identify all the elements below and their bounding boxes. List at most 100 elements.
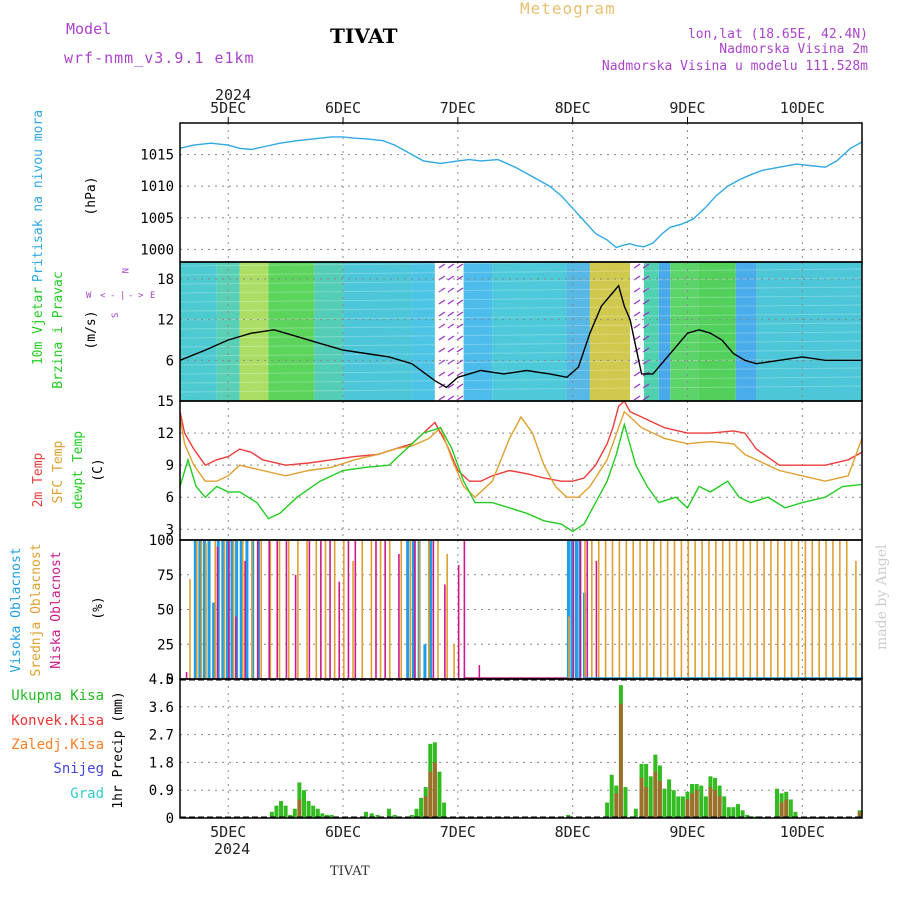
cloud_low-bar [478, 665, 481, 679]
cloud_high-bar [411, 540, 415, 679]
precip_conv-bar [618, 703, 623, 818]
y-tick-label: 50 [157, 603, 174, 619]
y-tick-label: 1005 [140, 211, 174, 227]
cloud_low-bar [235, 616, 237, 679]
cloud_mid-bar [790, 540, 793, 679]
cloud_mid-bar [777, 540, 779, 679]
compass-n: N [119, 268, 129, 273]
compass-arrow-left: < [100, 291, 106, 301]
precip_conv-bar [423, 796, 428, 818]
cloud_high-bar [570, 540, 574, 679]
panel-frame-3 [179, 539, 863, 680]
x-tick-bottom: 8DEC [555, 823, 591, 841]
precip_total-bar [703, 796, 708, 818]
grid-layer [180, 123, 862, 819]
wind-barb [642, 263, 650, 269]
cloud_mid-bar [324, 540, 327, 679]
x-tick-top: 7DEC [440, 99, 476, 117]
dewpt-ylabel: dewpt Temp [71, 431, 86, 509]
cloud_mid-bar [269, 540, 272, 679]
compass-w: W [86, 291, 92, 301]
cloud_mid-bar [763, 540, 765, 679]
pressure-series-0 [179, 136, 863, 249]
compass-dash-left: - [110, 291, 115, 301]
precip_total-bar [311, 805, 316, 818]
cloud_mid-bar [749, 540, 752, 679]
cloud_low-bar [268, 540, 271, 679]
model-altitude-label: Nadmorska Visina u modelu 111.528m [602, 59, 868, 74]
wind-barb [447, 359, 455, 365]
cloud_high-bar [212, 602, 216, 679]
y-tick-label: 12 [157, 313, 174, 329]
pressure-ylabel: Pritisak na nivou mora [31, 110, 46, 282]
cloud_mid-bar [200, 540, 203, 679]
wind-barb-row [179, 313, 863, 321]
cloud_mid-bar [825, 540, 827, 679]
y-tick-label: 75 [157, 568, 174, 584]
cloud_mid-bar [446, 553, 448, 679]
compass-arrow-right: > [138, 291, 144, 301]
wind-band [343, 262, 412, 401]
precip_total-bar [667, 779, 672, 818]
cloud_mid-bar [315, 540, 318, 679]
wind-barb [438, 311, 446, 317]
cloud_mid-bar [839, 540, 841, 679]
wind-barb [633, 299, 641, 305]
cloud_high-bar [207, 540, 211, 679]
precip_total-bar [740, 810, 745, 818]
wind-barb [438, 359, 446, 365]
cloud_mid-bar [370, 540, 373, 679]
cloud_mid-bar [604, 540, 607, 679]
y-tick-label: 1010 [140, 179, 174, 195]
cloud_mid-bar [618, 540, 621, 679]
x-tick-top: 8DEC [555, 99, 591, 117]
precip_total-bar [279, 801, 284, 818]
background-layer [179, 259, 863, 401]
y-tick-label: 15 [157, 394, 174, 410]
precip_total-bar [329, 814, 334, 818]
cloud_low-bar [398, 553, 400, 679]
wind-barb [456, 323, 464, 329]
wind-barb [456, 395, 464, 401]
legend-snow: Snijeg [53, 761, 104, 777]
precip_conv-bar [690, 793, 695, 818]
wind-band [589, 262, 631, 401]
precip_total-bar [633, 808, 638, 818]
watermark: made by Angel [874, 544, 890, 650]
cloud_mid-bar [666, 540, 669, 679]
precip_total-bar [375, 814, 380, 818]
cloud_high-bar [221, 540, 225, 679]
wind-band [180, 262, 217, 401]
cloud-high-ylabel: Visoka Oblacnost [9, 547, 24, 672]
cloud_low-bar [294, 574, 297, 679]
cloud_mid-bar [646, 540, 648, 679]
wind-barb-row [179, 376, 863, 384]
cloud_low-bar [595, 560, 598, 679]
cloud_low-bar [256, 540, 259, 679]
cloud_low-bar [329, 540, 331, 679]
cloud_mid-bar [845, 540, 848, 679]
legend-hail: Grad [70, 786, 104, 802]
precip_total-bar [793, 811, 798, 818]
cloud_mid-bar [632, 540, 634, 679]
cloud_low-bar [457, 565, 460, 679]
cloud_mid-bar [653, 540, 655, 679]
precip_conv-bar [717, 796, 722, 818]
precip_conv-bar [614, 793, 619, 818]
cloud_mid-bar [694, 540, 696, 679]
station-title: TIVAT [330, 24, 398, 48]
cloud_low-bar [308, 540, 311, 679]
model-name: wrf-nmm_v3.9.1 e1km [64, 49, 255, 67]
y-tick-label: 0.9 [149, 783, 174, 799]
precip_total-bar [306, 801, 311, 818]
y-tick-label: 1015 [140, 148, 174, 164]
precip_conv-bar [639, 777, 644, 818]
cloud_mid-bar [728, 540, 731, 679]
precip_conv-bar [653, 771, 658, 818]
cloud_low-bar [432, 540, 435, 679]
cloud_mid-bar [306, 540, 308, 679]
panel-frame-2 [179, 400, 863, 541]
precip_total-bar [292, 808, 297, 818]
cloud_high-bar [198, 540, 202, 679]
wind-barb [447, 323, 455, 329]
